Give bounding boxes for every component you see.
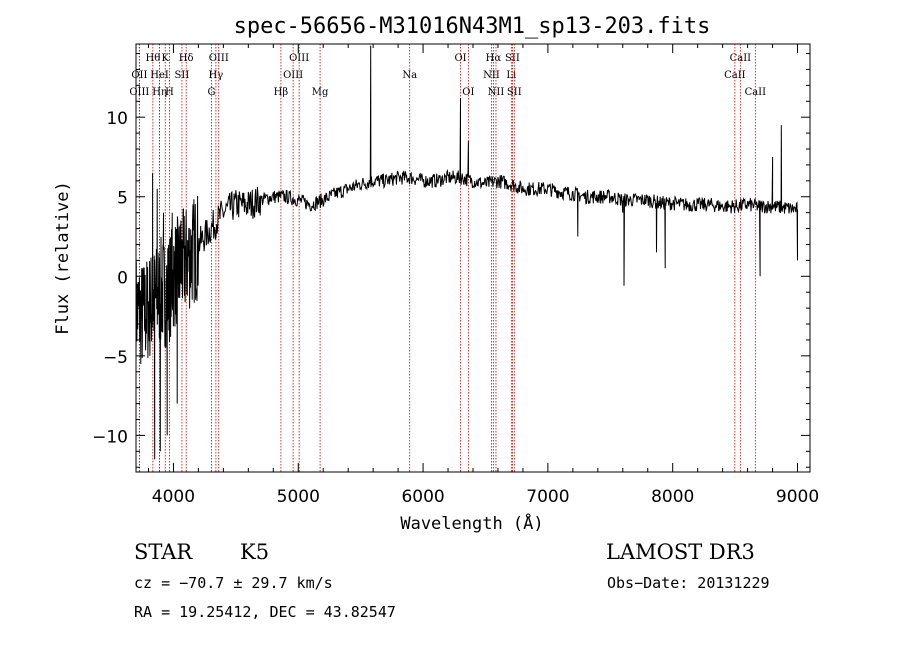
line-marker-label-10: Hγ	[209, 70, 224, 81]
series-group	[135, 45, 798, 460]
x-tick-label-0: 4000	[152, 487, 195, 507]
line-marker-label-16: Na	[402, 70, 417, 81]
tick-group: 4000 5000 6000 7000 8000 9000 −10 −5 0 5 10	[92, 44, 819, 507]
line-marker-label-0: Hθ	[145, 53, 160, 64]
y-axis-label: Flux (relative)	[53, 181, 73, 335]
observation-date: Obs−Date: 20131229	[607, 574, 770, 592]
y-tick-label-0: −10	[92, 427, 128, 447]
y-tick-label-3: 5	[117, 189, 128, 209]
redshift-velocity: cz = −70.7 ± 29.7 km/s	[134, 574, 333, 592]
x-tick-label-2: 6000	[401, 487, 444, 507]
line-marker-label-20: SII	[505, 53, 520, 64]
line-marker-label-13: OIII	[289, 53, 309, 64]
line-marker-label-5: HeI	[150, 70, 169, 81]
class-label: STAR	[134, 540, 193, 564]
line-marker-label-17: OI	[454, 53, 466, 64]
line-marker-label-22: Li	[506, 70, 516, 81]
line-marker-label-9: OIII	[209, 53, 229, 64]
y-tick-label-4: 10	[106, 109, 128, 129]
line-marker-label-6: H	[165, 87, 174, 98]
line-marker-label-8: Hδ	[179, 53, 194, 64]
x-tick-label-4: 8000	[651, 487, 694, 507]
x-tick-label-1: 5000	[277, 487, 320, 507]
x-tick-label-3: 7000	[526, 487, 569, 507]
line-marker-label-11: G	[208, 87, 216, 98]
subclass-label: K5	[240, 540, 270, 564]
line-marker-label-26: CaII	[724, 70, 746, 81]
line-marker-label-23: NII	[488, 87, 505, 98]
line-marker-label-25: CaII	[730, 53, 752, 64]
line-marker-label-14: OIII	[283, 70, 303, 81]
line-marker-label-18: OI	[462, 87, 474, 98]
x-axis-label: Wavelength (Å)	[400, 512, 543, 534]
plot-frame	[135, 43, 811, 473]
x-tick-label-5: 9000	[776, 487, 819, 507]
flux-series-line	[135, 45, 798, 460]
coordinates: RA = 19.25412, DEC = 43.82547	[134, 603, 396, 621]
line-marker-label-24: SII	[507, 87, 522, 98]
line-marker-label-4: K	[161, 53, 169, 64]
y-tick-label-1: −5	[103, 348, 128, 368]
y-tick-label-2: 0	[117, 268, 128, 288]
line-marker-label-19: Hα	[486, 53, 502, 64]
line-marker-label-21: NII	[483, 70, 500, 81]
line-marker-label-15: Mg	[312, 87, 329, 98]
line-marker-label-7: SII	[175, 70, 190, 81]
chart-title: spec-56656-M31016N43M1_sp13-203.fits	[234, 14, 711, 39]
line-marker-label-2: OIII	[129, 87, 149, 98]
survey-label: LAMOST DR3	[606, 540, 755, 564]
line-marker-label-27: CaII	[745, 87, 767, 98]
line-marker-label-12: Hβ	[274, 87, 289, 98]
